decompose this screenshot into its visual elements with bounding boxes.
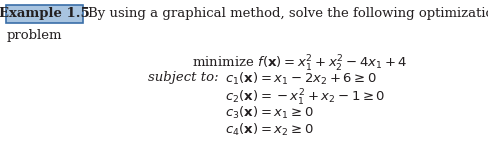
FancyBboxPatch shape bbox=[6, 5, 83, 23]
Text: $c_3(\mathbf{x}) = x_1 \geq 0$: $c_3(\mathbf{x}) = x_1 \geq 0$ bbox=[225, 105, 314, 121]
Text: problem: problem bbox=[7, 30, 62, 42]
Text: $c_2(\mathbf{x}) = -x_1^2 + x_2 - 1 \geq 0$: $c_2(\mathbf{x}) = -x_1^2 + x_2 - 1 \geq… bbox=[225, 88, 386, 108]
Text: By using a graphical method, solve the following optimization: By using a graphical method, solve the f… bbox=[88, 7, 488, 21]
Text: $c_1(\mathbf{x}) = x_1 - 2x_2 + 6 \geq 0$: $c_1(\mathbf{x}) = x_1 - 2x_2 + 6 \geq 0… bbox=[225, 71, 377, 87]
Text: minimize $f(\mathbf{x}) = x_1^2 + x_2^2 - 4x_1 + 4$: minimize $f(\mathbf{x}) = x_1^2 + x_2^2 … bbox=[192, 54, 408, 74]
Text: subject to:: subject to: bbox=[148, 71, 219, 84]
Text: $c_4(\mathbf{x}) = x_2 \geq 0$: $c_4(\mathbf{x}) = x_2 \geq 0$ bbox=[225, 122, 314, 138]
Text: Example 1.5: Example 1.5 bbox=[0, 7, 90, 21]
